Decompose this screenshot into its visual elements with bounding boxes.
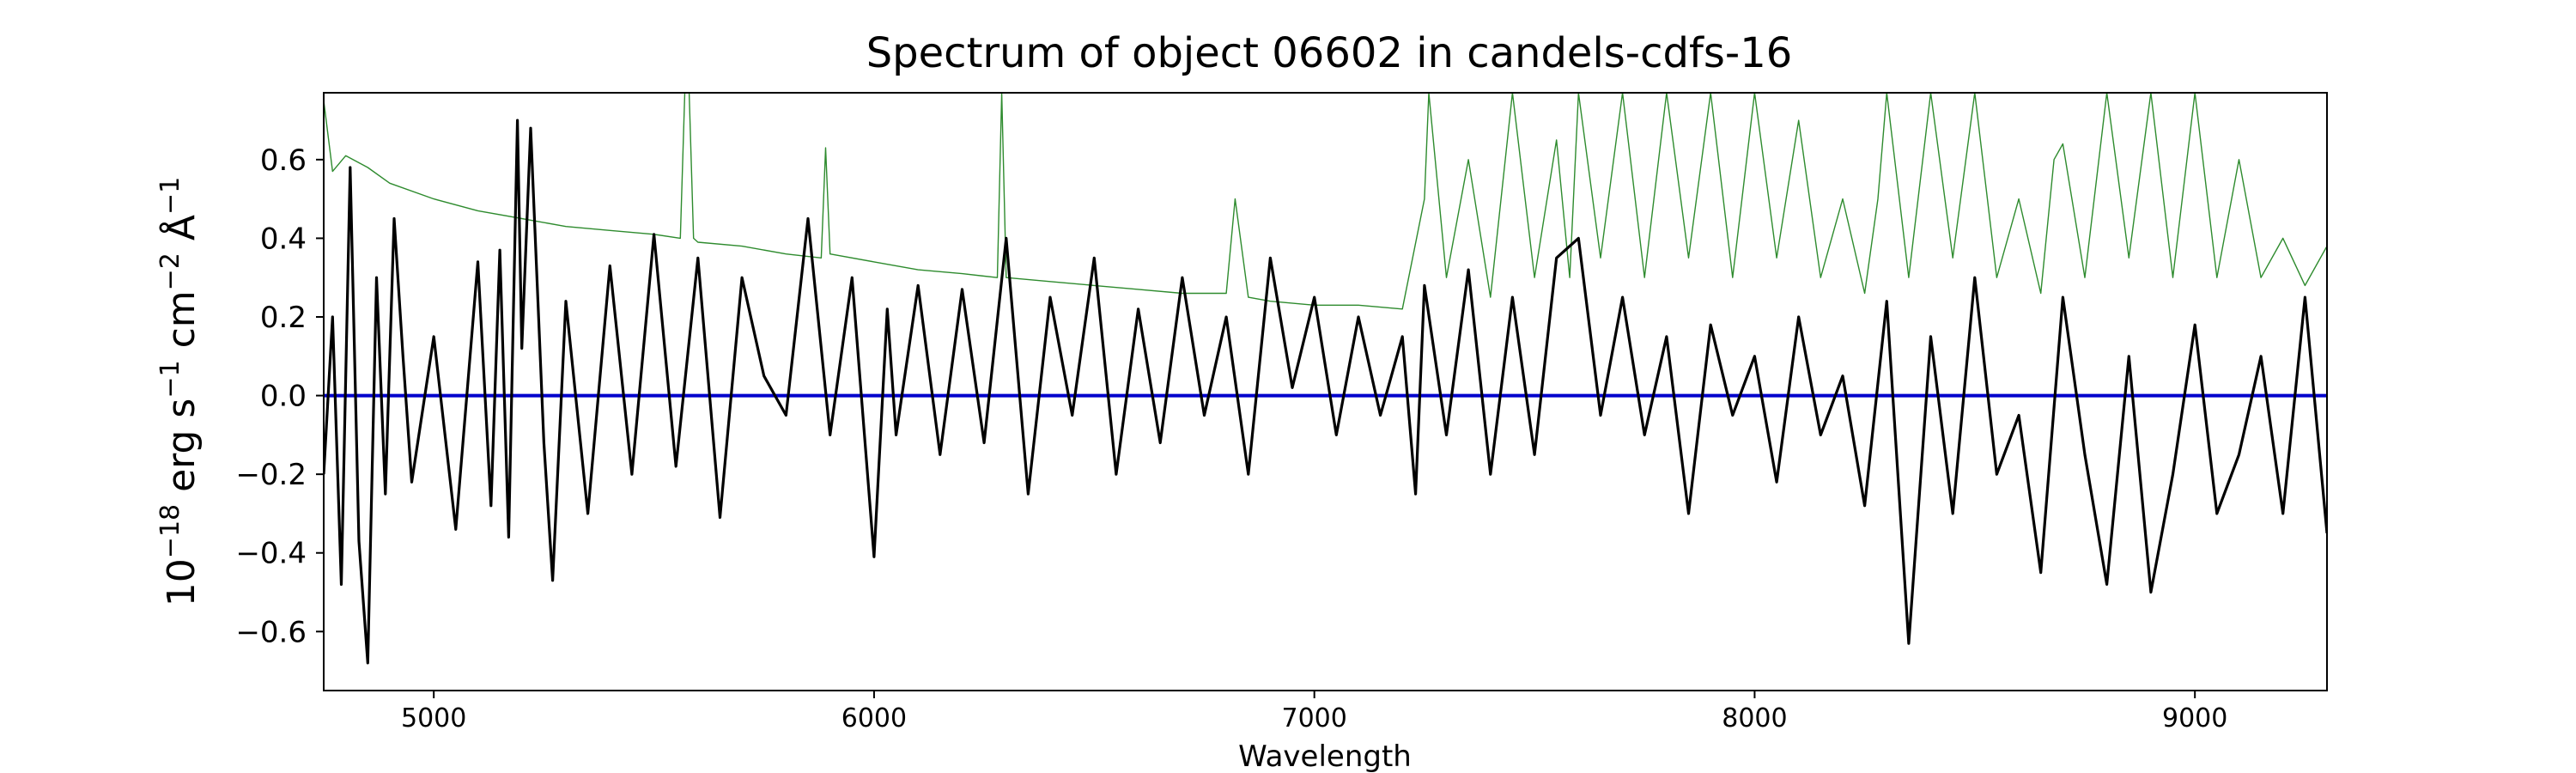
y-tick-label: 0.6 [260, 143, 307, 178]
y-tick-label: 0.4 [260, 222, 307, 256]
x-tick-label: 9000 [2162, 703, 2227, 733]
series-error-line [324, 93, 2327, 310]
y-axis-ticks: −0.6 −0.4 −0.2 0.0 0.2 0.4 0.6 [235, 143, 324, 649]
x-axis-ticks: 5000 6000 7000 8000 9000 [401, 691, 2227, 733]
x-tick-label: 5000 [401, 703, 466, 733]
x-axis-label: Wavelength [1238, 740, 1412, 773]
x-tick-label: 6000 [841, 703, 907, 733]
y-axis-label: 10−18 erg s−1 cm−2 Å−1 [155, 177, 204, 606]
y-tick-label: −0.2 [235, 458, 307, 492]
plot-frame [323, 92, 2328, 691]
y-tick-label: 0.2 [260, 301, 307, 335]
x-tick-label: 7000 [1282, 703, 1347, 733]
y-tick-label: 0.0 [260, 380, 307, 414]
y-tick-label: −0.4 [235, 537, 307, 571]
plot-area [324, 93, 2327, 665]
chart-title: Spectrum of object 06602 in candels-cdfs… [866, 29, 1793, 77]
y-tick-label: −0.6 [235, 615, 307, 649]
x-tick-label: 8000 [1722, 703, 1787, 733]
series-flux-line [324, 119, 2327, 665]
